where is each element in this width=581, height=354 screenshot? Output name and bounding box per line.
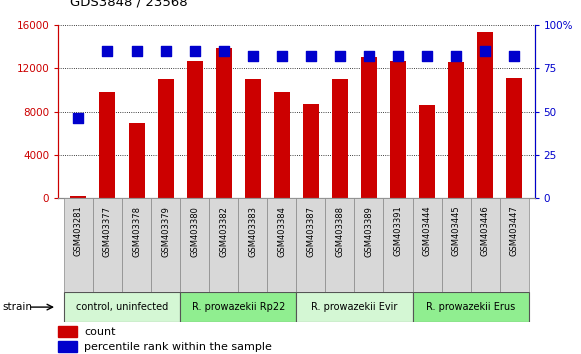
Bar (303, 104, 319, 198)
Bar (245, 79, 261, 198)
Text: GSM403378: GSM403378 (132, 206, 141, 257)
Text: GSM403281: GSM403281 (74, 206, 83, 257)
Bar (180, 198, 209, 292)
Bar (413, 292, 529, 322)
Point (277, 53, 286, 59)
Bar (209, 198, 238, 292)
Bar (122, 198, 151, 292)
Text: control, uninfected: control, uninfected (76, 302, 168, 312)
Text: GDS3848 / 23568: GDS3848 / 23568 (70, 0, 187, 9)
Bar (238, 198, 267, 292)
Point (393, 53, 403, 59)
Bar (157, 79, 174, 198)
Bar (325, 198, 354, 292)
Text: strain: strain (3, 302, 33, 312)
Text: GSM403445: GSM403445 (451, 206, 461, 256)
Bar (180, 292, 296, 322)
Point (161, 48, 170, 53)
Point (451, 53, 461, 59)
Bar (419, 105, 435, 198)
Text: R. prowazekii Rp22: R. prowazekii Rp22 (192, 302, 285, 312)
Bar (448, 62, 464, 198)
Bar (187, 61, 203, 198)
Bar (383, 198, 413, 292)
Text: GSM403380: GSM403380 (190, 206, 199, 257)
Text: GSM403447: GSM403447 (510, 206, 519, 257)
Text: GSM403384: GSM403384 (277, 206, 286, 257)
Text: GSM403387: GSM403387 (306, 206, 315, 257)
Point (248, 53, 257, 59)
Bar (99, 92, 116, 198)
Point (364, 53, 374, 59)
Text: GSM403391: GSM403391 (393, 206, 403, 257)
Bar (267, 198, 296, 292)
Point (190, 48, 199, 53)
Text: R. prowazekii Erus: R. prowazekii Erus (426, 302, 515, 312)
Text: GSM403388: GSM403388 (335, 206, 345, 257)
Bar (296, 198, 325, 292)
Point (219, 48, 228, 53)
Bar (332, 79, 348, 198)
Point (306, 53, 315, 59)
Point (510, 53, 519, 59)
Bar (390, 61, 406, 198)
Bar (361, 57, 377, 198)
Bar (216, 47, 232, 198)
Text: GSM403389: GSM403389 (364, 206, 374, 257)
Point (103, 48, 112, 53)
Point (335, 53, 345, 59)
Bar (477, 32, 493, 198)
Point (480, 48, 490, 53)
Point (74, 116, 83, 121)
Text: GSM403382: GSM403382 (219, 206, 228, 257)
Bar (506, 78, 522, 198)
Bar (58, 326, 77, 337)
Bar (151, 198, 180, 292)
Bar (354, 198, 383, 292)
Point (132, 48, 141, 53)
Text: count: count (84, 327, 116, 337)
Bar (64, 292, 180, 322)
Text: GSM403377: GSM403377 (103, 206, 112, 257)
Text: R. prowazekii Evir: R. prowazekii Evir (311, 302, 397, 312)
Text: GSM403379: GSM403379 (161, 206, 170, 257)
Bar (442, 198, 471, 292)
Text: GSM403446: GSM403446 (480, 206, 490, 257)
Bar (64, 198, 93, 292)
Bar (471, 198, 500, 292)
Point (422, 53, 432, 59)
Bar (413, 198, 442, 292)
Bar (93, 198, 122, 292)
Bar (500, 198, 529, 292)
Bar (70, 196, 87, 198)
Text: percentile rank within the sample: percentile rank within the sample (84, 342, 272, 352)
Bar (58, 341, 77, 353)
Text: GSM403444: GSM403444 (422, 206, 432, 256)
Bar (274, 92, 290, 198)
Bar (296, 292, 413, 322)
Text: GSM403383: GSM403383 (248, 206, 257, 257)
Bar (128, 124, 145, 198)
